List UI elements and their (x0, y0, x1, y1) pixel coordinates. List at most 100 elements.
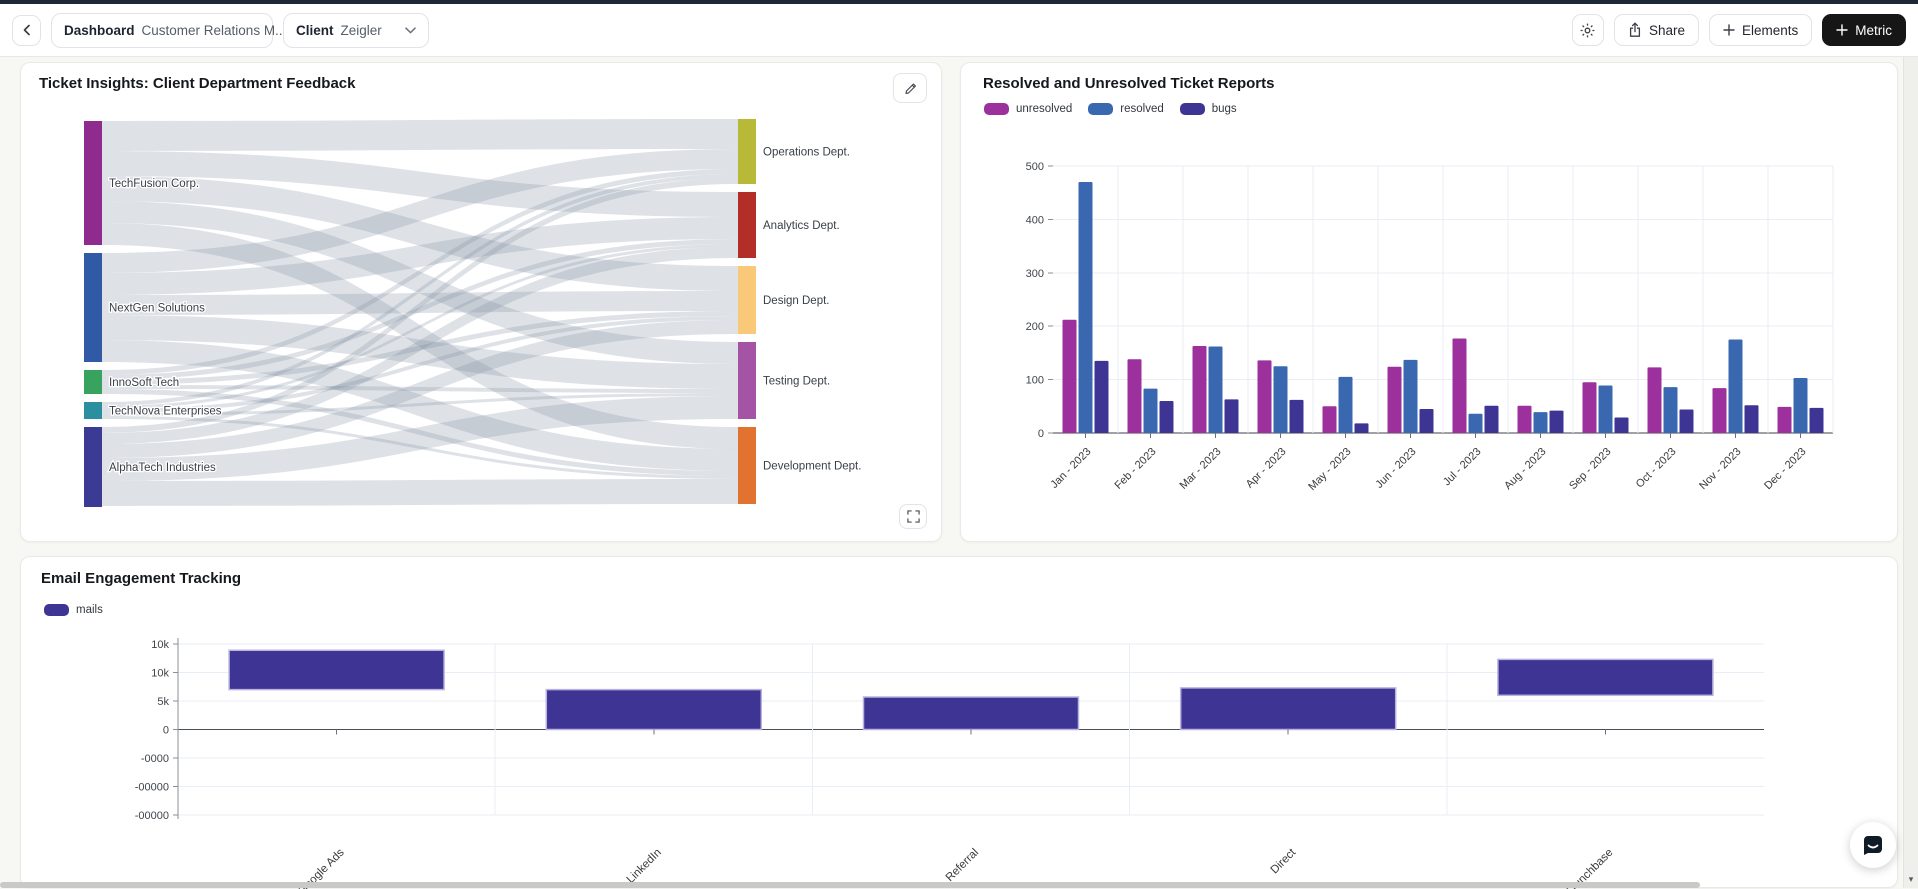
legend-item-unresolved[interactable]: unresolved (984, 103, 1072, 115)
bar-resolved[interactable] (1143, 388, 1158, 433)
sankey-node[interactable] (738, 119, 756, 184)
bar-mails[interactable] (545, 688, 763, 731)
sankey-node[interactable] (738, 427, 756, 504)
sankey-link[interactable] (102, 340, 738, 471)
sankey-chart[interactable]: TechFusion Corp. NextGen Solutions InnoSof… (21, 63, 943, 543)
bar-resolved[interactable] (1078, 182, 1093, 433)
bar-unresolved[interactable] (1582, 382, 1597, 433)
sankey-link[interactable] (102, 247, 738, 444)
bar-unresolved[interactable] (1452, 338, 1467, 433)
bar-unresolved[interactable] (1647, 367, 1662, 433)
sankey-node[interactable] (738, 192, 756, 258)
bar-unresolved[interactable] (1127, 359, 1142, 433)
bar-unresolved[interactable] (1777, 406, 1792, 433)
bar-bugs[interactable] (1289, 399, 1304, 433)
sankey-link[interactable] (102, 176, 738, 291)
sankey-link[interactable] (102, 119, 738, 151)
sankey-link[interactable] (102, 291, 738, 315)
legend-item-resolved[interactable]: resolved (1088, 103, 1164, 115)
bar-resolved[interactable] (1403, 359, 1418, 433)
sankey-link[interactable] (102, 178, 738, 433)
x-tick-label: Direct (1269, 846, 1299, 876)
elements-button[interactable]: Elements (1708, 14, 1813, 46)
back-button[interactable] (12, 14, 41, 46)
bar-resolved[interactable] (1793, 377, 1808, 433)
vertical-scrollbar[interactable]: ▾ (1903, 57, 1918, 888)
bar-bugs[interactable] (1614, 417, 1629, 433)
horizontal-scrollbar-thumb[interactable] (0, 882, 1700, 888)
settings-button[interactable] (1571, 14, 1604, 46)
bar-mails[interactable] (1179, 687, 1397, 731)
sankey-node[interactable] (738, 266, 756, 334)
sankey-link[interactable] (102, 169, 738, 375)
sankey-link[interactable] (102, 416, 738, 479)
sankey-link[interactable] (102, 244, 738, 409)
sankey-link[interactable] (102, 149, 738, 273)
sankey-node[interactable] (738, 342, 756, 419)
sankey-link[interactable] (102, 315, 738, 389)
bar-resolved[interactable] (1663, 387, 1678, 433)
bar-bugs[interactable] (1809, 407, 1824, 433)
sankey-link[interactable] (102, 151, 738, 217)
bar-resolved[interactable] (1533, 412, 1548, 433)
bar-bugs[interactable] (1159, 400, 1174, 433)
sankey-link[interactable] (102, 223, 738, 449)
bar-unresolved[interactable] (1387, 366, 1402, 433)
bar-resolved[interactable] (1208, 346, 1223, 433)
x-tick-label: May - 2023 (1306, 446, 1353, 493)
sankey-link[interactable] (102, 393, 738, 416)
bar-resolved[interactable] (1468, 413, 1483, 433)
scroll-down-arrow[interactable]: ▾ (1908, 874, 1914, 884)
tickets-bar-chart[interactable]: 0 100 200 300 400 500 Jan - 2023 Feb - 2023 Mar … (961, 63, 1899, 543)
bar-resolved[interactable] (1728, 339, 1743, 433)
sankey-link[interactable] (102, 389, 738, 476)
bar-unresolved[interactable] (1192, 345, 1207, 433)
legend-item-bugs[interactable]: bugs (1179, 103, 1237, 115)
bar-bugs[interactable] (1224, 399, 1239, 433)
metric-button[interactable]: Metric (1822, 14, 1906, 46)
client-select[interactable]: Client Zeigler (283, 12, 429, 48)
edit-button[interactable] (893, 73, 927, 103)
sankey-link[interactable] (102, 201, 738, 364)
dashboard-select[interactable]: Dashboard Customer Relations M... (51, 12, 305, 48)
sankey-link[interactable] (102, 174, 738, 406)
bar-mails[interactable] (1497, 658, 1714, 697)
bar-bugs[interactable] (1679, 409, 1694, 433)
sankey-node[interactable] (84, 121, 102, 245)
bar-bugs[interactable] (1484, 405, 1499, 433)
bar-unresolved[interactable] (1322, 406, 1337, 433)
expand-button[interactable] (899, 504, 927, 529)
bar-unresolved[interactable] (1062, 319, 1077, 433)
sankey-node[interactable] (84, 253, 102, 362)
sankey-link[interactable] (102, 239, 738, 380)
bar-bugs[interactable] (1094, 360, 1109, 433)
bar-mails[interactable] (228, 649, 445, 691)
bar-resolved[interactable] (1273, 366, 1288, 433)
sankey-link[interactable] (102, 311, 738, 385)
y-tick-label: 100 (1026, 375, 1044, 387)
bar-unresolved[interactable] (1712, 388, 1727, 433)
bar-unresolved[interactable] (1257, 360, 1272, 433)
bar-resolved[interactable] (1338, 376, 1353, 433)
sankey-node[interactable] (84, 427, 102, 507)
bar-bugs[interactable] (1354, 423, 1369, 433)
bar-bugs[interactable] (1549, 410, 1564, 433)
bar-bugs[interactable] (1744, 405, 1759, 433)
sankey-link[interactable] (102, 217, 738, 295)
bar-bugs[interactable] (1419, 408, 1434, 433)
chat-launcher-button[interactable] (1850, 822, 1896, 868)
y-tick-label: 200 (1026, 321, 1044, 333)
sankey-link[interactable] (102, 316, 738, 413)
sankey-link[interactable] (102, 320, 738, 458)
bar-unresolved[interactable] (1517, 405, 1532, 433)
share-button[interactable]: Share (1613, 14, 1699, 46)
sankey-link[interactable] (102, 385, 738, 393)
legend-item-mails[interactable]: mails (44, 604, 103, 616)
sankey-link[interactable] (102, 479, 738, 506)
bar-resolved[interactable] (1598, 385, 1613, 433)
sankey-link[interactable] (102, 396, 738, 481)
bar-mails[interactable] (862, 696, 1080, 731)
sankey-node[interactable] (84, 402, 102, 419)
sankey-node[interactable] (84, 370, 102, 394)
